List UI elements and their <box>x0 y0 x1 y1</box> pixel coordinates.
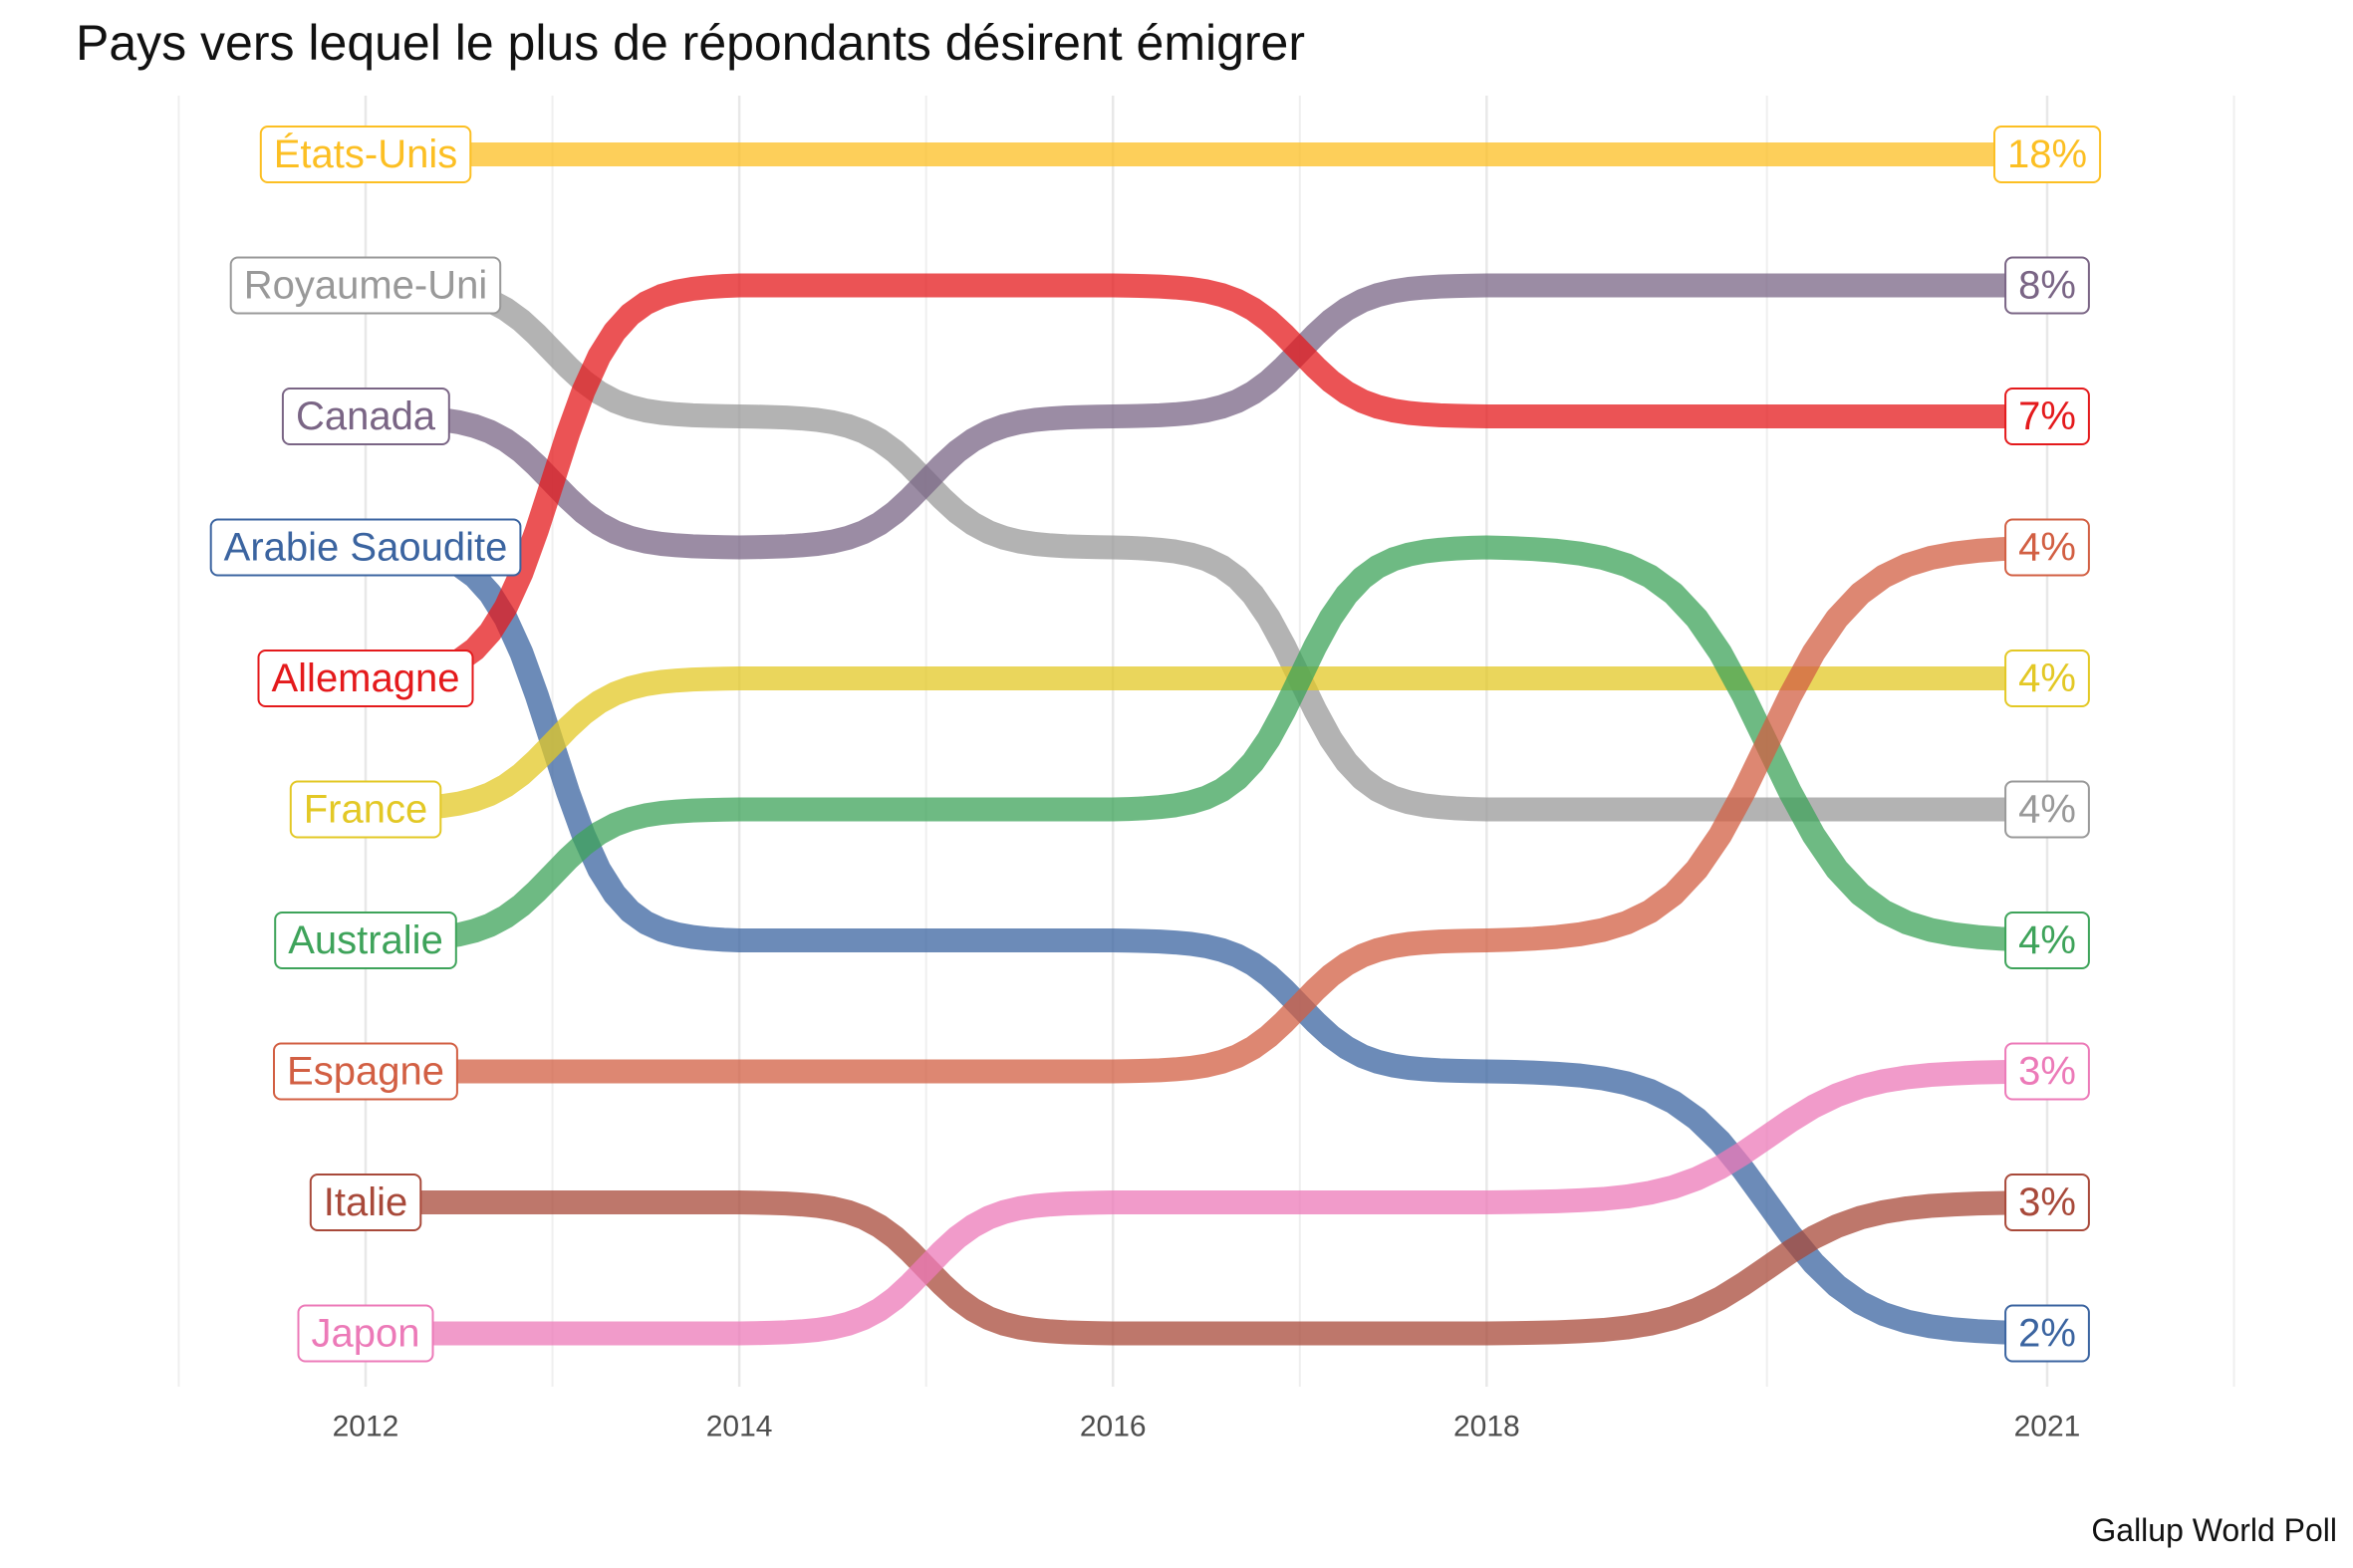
end-label-espagne: 4% <box>2004 518 2090 577</box>
start-label-japon-box <box>297 1304 434 1363</box>
end-label-canada: 8% <box>2004 256 2090 315</box>
start-label-canada-text: Canada <box>296 394 436 438</box>
start-label-italie-text: Italie <box>324 1180 408 1224</box>
end-label-canada-text: 8% <box>2018 264 2076 308</box>
series-line-espagne <box>366 535 2048 1084</box>
series-line-royaume-uni <box>365 273 2047 822</box>
end-label-australie: 4% <box>2004 912 2090 969</box>
series-line-italie <box>366 1190 2048 1346</box>
chart-title: Pays vers lequel le plus de répondants d… <box>76 15 1306 71</box>
end-label-arabie-saoudite-box <box>2004 1304 2090 1363</box>
end-label-espagne-box <box>2004 518 2090 577</box>
series-line-japon <box>366 1059 2048 1346</box>
series-line-canada <box>365 273 2047 560</box>
end-label-australie-box <box>2004 912 2090 969</box>
chart-caption: Gallup World Poll <box>2091 1512 2337 1548</box>
start-label-france-box <box>289 780 442 839</box>
end-label-italie-box <box>2004 1174 2090 1231</box>
start-label-france-text: France <box>304 788 428 832</box>
end-label-royaume-uni-text: 4% <box>2018 788 2076 832</box>
start-label-italie: Italie <box>309 1174 422 1231</box>
start-label-france: France <box>289 780 442 839</box>
start-label-royaume-uni: Royaume-Uni <box>229 256 502 315</box>
start-label-allemagne-text: Allemagne <box>271 656 459 700</box>
start-label-arabie-saoudite-box <box>209 518 522 577</box>
end-label-japon-text: 3% <box>2018 1050 2076 1094</box>
end-label-canada-box <box>2004 256 2090 315</box>
start-label-etats-unis-text: États-Unis <box>274 131 458 176</box>
end-label-etats-unis: 18% <box>1993 126 2102 183</box>
start-label-italie-box <box>309 1174 422 1231</box>
series-line-australie <box>365 535 2048 952</box>
end-label-allemagne-text: 7% <box>2018 394 2076 438</box>
start-label-arabie-saoudite: Arabie Saoudite <box>209 518 522 577</box>
end-label-france-text: 4% <box>2018 656 2076 700</box>
end-label-japon: 3% <box>2004 1042 2090 1101</box>
start-label-arabie-saoudite-text: Arabie Saoudite <box>224 526 508 570</box>
x-tick-label: 2018 <box>1453 1411 1520 1443</box>
x-tick-label: 2014 <box>706 1411 773 1443</box>
end-label-royaume-uni-box <box>2004 780 2090 839</box>
start-label-espagne-box <box>273 1042 458 1101</box>
series-line-arabie-saoudite <box>365 535 2048 1346</box>
end-label-royaume-uni: 4% <box>2004 780 2090 839</box>
end-label-france-box <box>2004 650 2090 707</box>
end-label-france: 4% <box>2004 650 2090 707</box>
series-lines <box>365 142 2048 1346</box>
end-label-arabie-saoudite: 2% <box>2004 1304 2090 1363</box>
start-label-canada: Canada <box>281 388 450 445</box>
end-label-allemagne: 7% <box>2004 388 2090 445</box>
start-label-australie: Australie <box>274 912 457 969</box>
series-line-allemagne <box>365 273 2047 690</box>
start-label-etats-unis: États-Unis <box>259 126 472 183</box>
end-label-etats-unis-text: 18% <box>2007 132 2087 176</box>
start-label-japon: Japon <box>297 1304 434 1363</box>
start-label-japon-text: Japon <box>312 1312 420 1356</box>
x-tick-label: 2021 <box>2014 1411 2081 1443</box>
end-label-espagne-text: 4% <box>2018 526 2076 570</box>
x-axis-ticks: 2012 2014 2016 2018 2021 <box>333 1411 2081 1443</box>
end-label-italie-text: 3% <box>2018 1180 2076 1224</box>
series-line-france <box>365 666 2047 822</box>
end-label-etats-unis-box <box>1993 126 2102 183</box>
start-label-royaume-uni-box <box>229 256 502 315</box>
start-label-etats-unis-box <box>259 126 472 183</box>
end-label-italie: 3% <box>2004 1174 2090 1231</box>
gridlines <box>177 96 2235 1387</box>
end-label-australie-text: 4% <box>2018 918 2076 962</box>
x-tick-label: 2016 <box>1080 1411 1147 1443</box>
end-label-japon-box <box>2004 1042 2090 1101</box>
end-label-allemagne-box <box>2004 388 2090 445</box>
start-label-allemagne: Allemagne <box>257 650 474 707</box>
start-label-australie-box <box>274 912 457 969</box>
start-label-australie-text: Australie <box>288 918 443 962</box>
start-label-espagne-text: Espagne <box>287 1050 444 1094</box>
end-label-arabie-saoudite-text: 2% <box>2018 1312 2076 1356</box>
series-labels: États-Unis 18% Royaume-Uni 4% Canada 8% Arabie… <box>209 126 2102 1363</box>
x-tick-label: 2012 <box>333 1411 399 1443</box>
start-label-royaume-uni-text: Royaume-Uni <box>244 264 488 308</box>
start-label-canada-box <box>281 388 450 445</box>
start-label-allemagne-box <box>257 650 474 707</box>
start-label-espagne: Espagne <box>273 1042 458 1101</box>
